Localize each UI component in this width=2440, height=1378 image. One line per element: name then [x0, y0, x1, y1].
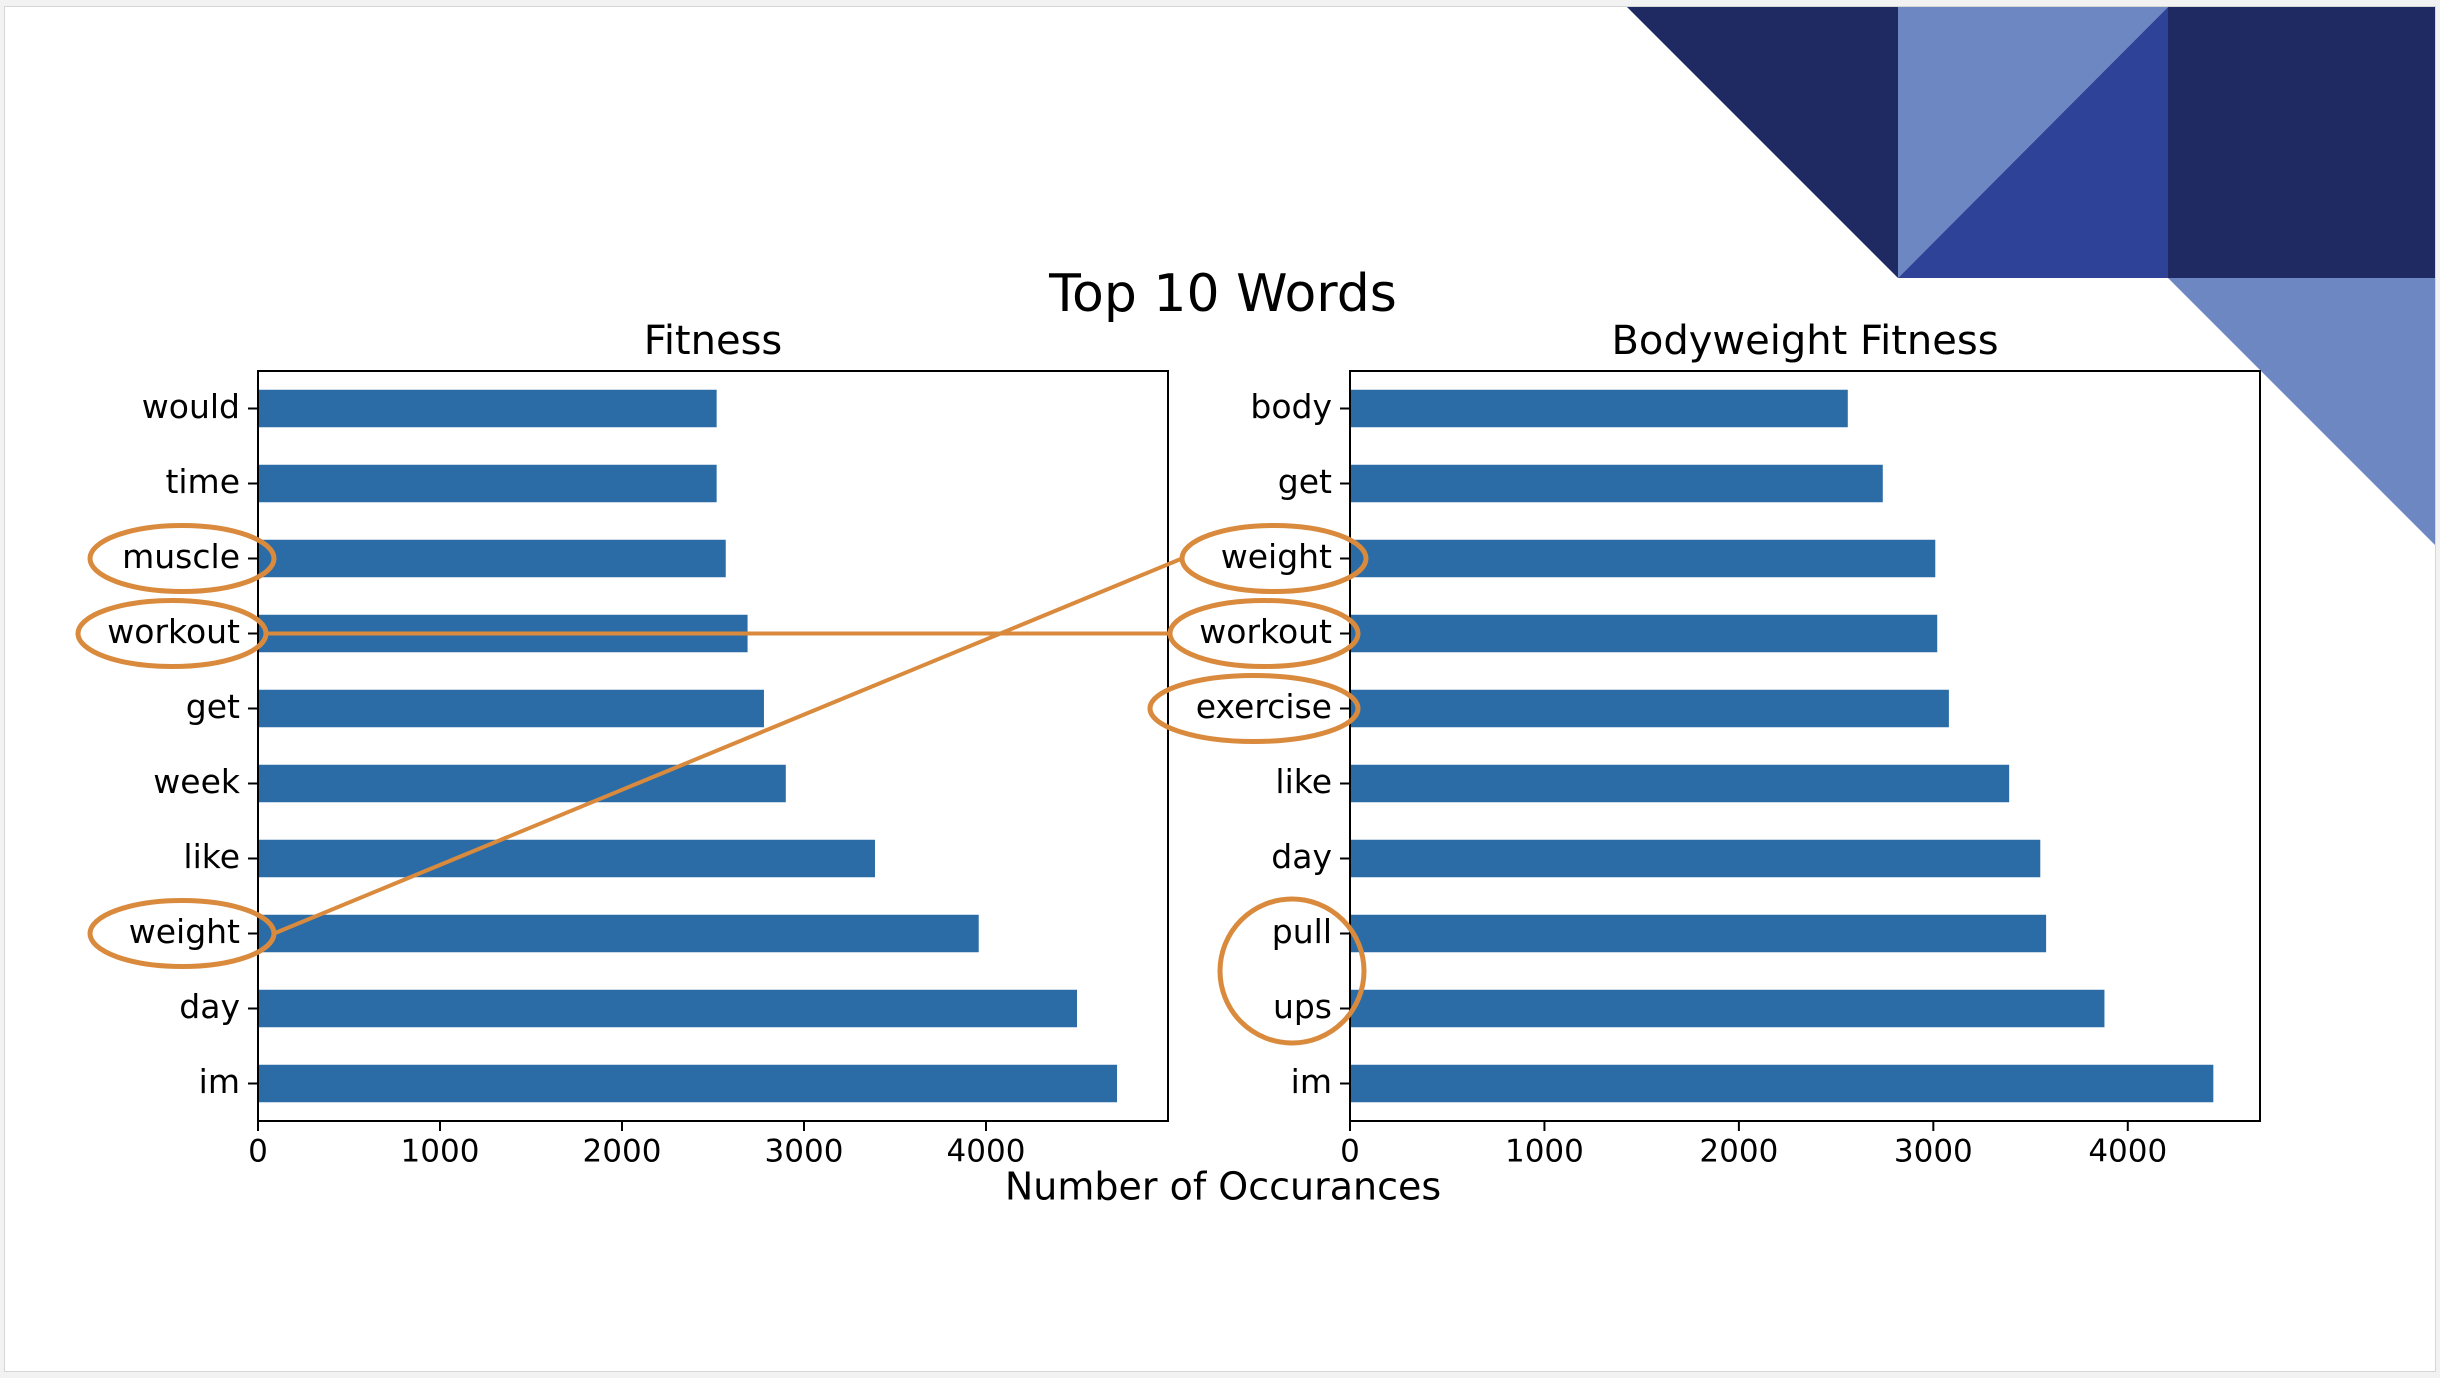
x-tick-label: 4000	[2088, 1134, 2167, 1170]
y-tick-label-weight: weight	[1221, 537, 1332, 576]
chart-title: Top 10 Words	[1048, 264, 1397, 324]
y-tick-label-im: im	[199, 1062, 240, 1101]
subplot-fitness: Fitness would time muscle workout get week like…	[107, 318, 1169, 1170]
bar-pull	[1350, 914, 2047, 953]
highlight-ellipse-muscle	[87, 523, 277, 594]
y-tick-label-im: im	[1291, 1062, 1332, 1101]
y-tick-label-pull: pull	[1272, 912, 1332, 951]
y-tick-label-day: day	[1271, 837, 1332, 876]
y-tick-label-workout: workout	[107, 612, 240, 651]
y-tick-label-time: time	[165, 462, 240, 501]
subplot-title: Bodyweight Fitness	[1611, 318, 1998, 364]
bar-weight	[258, 914, 979, 953]
bar-time	[258, 464, 717, 503]
highlight-annotations	[75, 523, 1369, 1046]
bar-weight	[1350, 539, 1936, 578]
bar-like	[258, 839, 875, 878]
slide: Top 10 Words Number of Occurances Fitness w…	[4, 6, 2436, 1372]
y-tick-label-day: day	[179, 987, 240, 1026]
highlight-ellipse-exercise	[1147, 673, 1361, 744]
x-tick-label: 0	[248, 1134, 268, 1170]
y-tick-label-ups: ups	[1273, 987, 1332, 1026]
y-tick-label-like: like	[1275, 762, 1332, 801]
x-tick-label: 2000	[583, 1134, 662, 1170]
deco-square-dark	[2168, 7, 2435, 278]
corner-decoration	[1627, 7, 2435, 545]
bar-im	[258, 1064, 1118, 1103]
bar-get	[258, 689, 764, 728]
bar-body	[1350, 389, 1848, 428]
y-tick-label-workout: workout	[1199, 612, 1332, 651]
x-tick-label: 2000	[1699, 1134, 1778, 1170]
bar-get	[1350, 464, 1883, 503]
bar-exercise	[1350, 689, 1949, 728]
bar-day	[1350, 839, 2041, 878]
bar-workout	[1350, 614, 1938, 653]
bar-like	[1350, 764, 2010, 803]
y-tick-label-exercise: exercise	[1196, 687, 1332, 726]
axes-frame	[1349, 370, 2261, 1122]
x-tick-label: 1000	[1505, 1134, 1584, 1170]
subplot-title: Fitness	[644, 318, 783, 364]
x-axis-label: Number of Occurances	[1005, 1165, 1441, 1209]
y-tick-label-get: get	[186, 687, 240, 726]
x-tick-label: 3000	[765, 1134, 844, 1170]
bar-day	[258, 989, 1077, 1028]
deco-triangle-dark-left	[1627, 7, 1898, 278]
connector-weight	[273, 556, 1183, 936]
bar-muscle	[258, 539, 726, 578]
y-tick-label-muscle: muscle	[122, 537, 240, 576]
subplot-bodyweight-fitness: Bodyweight Fitness body get weight workout ex…	[1196, 318, 2261, 1170]
highlight-circle-pull-ups	[1217, 896, 1367, 1046]
deco-triangle-light-bottom	[2168, 278, 2435, 545]
x-tick-label: 1000	[401, 1134, 480, 1170]
y-tick-label-get: get	[1278, 462, 1332, 501]
y-tick-label-weight: weight	[129, 912, 240, 951]
bar-week	[258, 764, 786, 803]
x-tick-label: 4000	[947, 1134, 1026, 1170]
axes-frame	[257, 370, 1169, 1122]
x-tick-label: 3000	[1894, 1134, 1973, 1170]
y-tick-label-would: would	[142, 387, 240, 426]
chart-figure: Top 10 Words Number of Occurances Fitness w…	[75, 264, 2261, 1209]
deco-triangle-mid	[1898, 7, 2168, 278]
bar-ups	[1350, 989, 2105, 1028]
x-tick-label: 0	[1340, 1134, 1360, 1170]
bar-im	[1350, 1064, 2214, 1103]
y-tick-label-body: body	[1250, 387, 1332, 426]
bar-would	[258, 389, 717, 428]
y-tick-label-like: like	[183, 837, 240, 876]
y-tick-label-week: week	[153, 762, 241, 801]
